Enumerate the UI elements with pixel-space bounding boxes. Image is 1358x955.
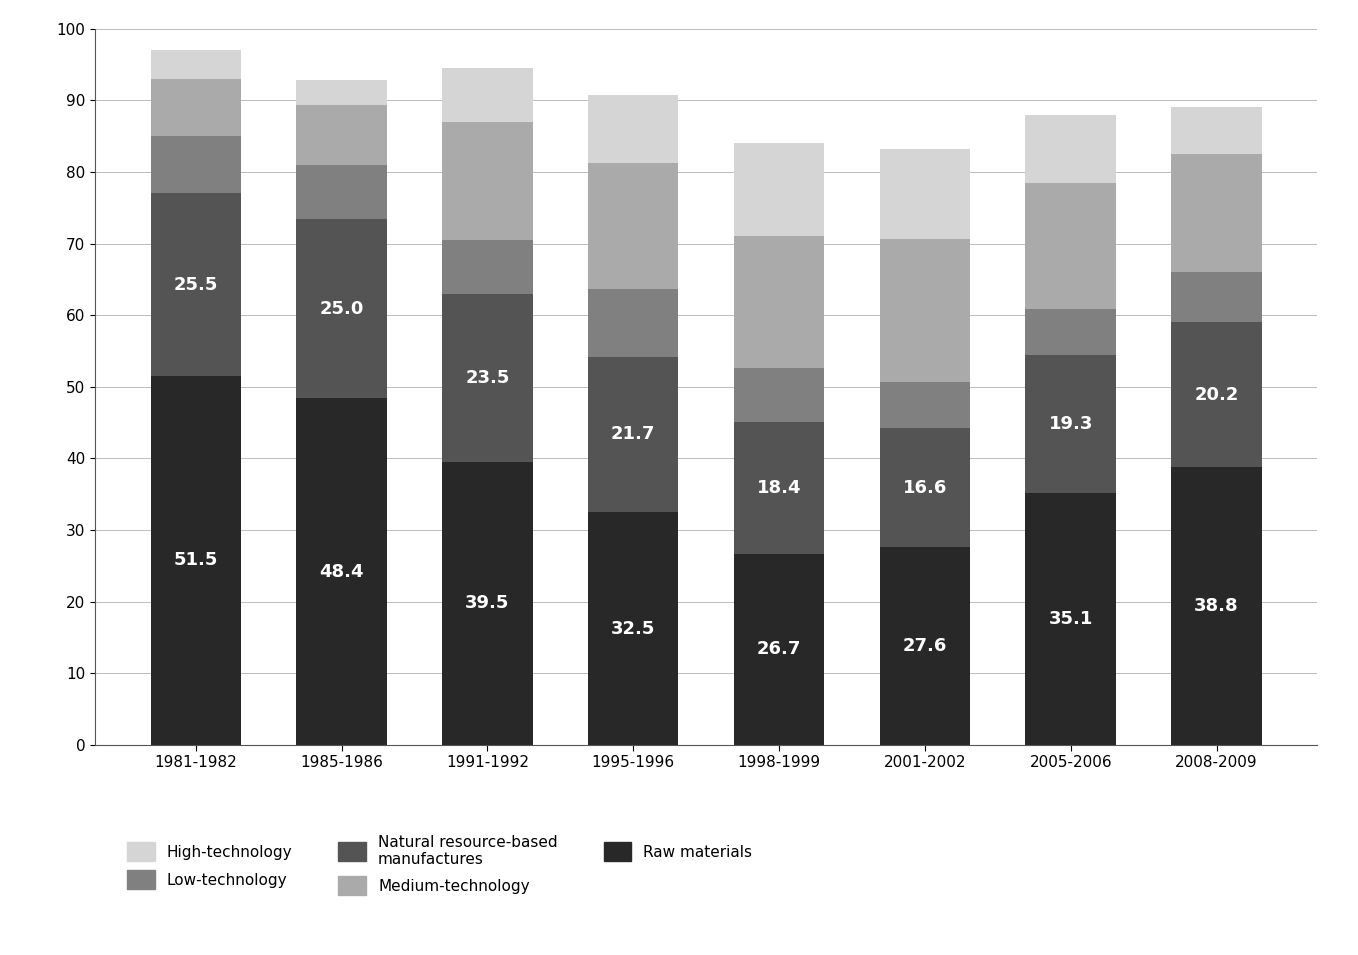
Bar: [1172, 323, 1262, 467]
Bar: [1025, 308, 1116, 355]
Text: 39.5: 39.5: [466, 594, 509, 612]
Bar: [733, 142, 824, 236]
Bar: [443, 462, 532, 745]
Bar: [151, 50, 240, 78]
Text: 18.4: 18.4: [756, 478, 801, 497]
Bar: [296, 165, 387, 219]
Bar: [151, 136, 240, 193]
Bar: [733, 236, 824, 368]
Bar: [1172, 272, 1262, 322]
Bar: [443, 122, 532, 240]
Text: 20.2: 20.2: [1194, 386, 1238, 404]
Text: 16.6: 16.6: [903, 478, 947, 497]
Bar: [296, 104, 387, 165]
Bar: [733, 422, 824, 554]
Bar: [588, 288, 679, 356]
Bar: [588, 356, 679, 512]
Bar: [880, 239, 970, 382]
Text: 26.7: 26.7: [756, 640, 801, 658]
Text: 32.5: 32.5: [611, 620, 656, 638]
Bar: [733, 369, 824, 422]
Bar: [296, 398, 387, 745]
Bar: [1025, 355, 1116, 494]
Bar: [1025, 183, 1116, 308]
Bar: [1025, 494, 1116, 745]
Bar: [151, 193, 240, 376]
Bar: [296, 79, 387, 104]
Bar: [443, 240, 532, 294]
Bar: [151, 79, 240, 136]
Bar: [151, 376, 240, 745]
Bar: [733, 554, 824, 745]
Text: 19.3: 19.3: [1048, 415, 1093, 434]
Bar: [588, 163, 679, 288]
Text: 23.5: 23.5: [466, 369, 509, 387]
Bar: [880, 547, 970, 745]
Bar: [1172, 154, 1262, 272]
Text: 51.5: 51.5: [174, 551, 219, 569]
Bar: [1172, 107, 1262, 154]
Text: 35.1: 35.1: [1048, 610, 1093, 628]
Text: 48.4: 48.4: [319, 562, 364, 581]
Legend: High-technology, Low-technology, Natural resource-based
manufactures, Medium-tec: High-technology, Low-technology, Natural…: [128, 835, 752, 895]
Bar: [1025, 116, 1116, 183]
Bar: [443, 294, 532, 462]
Text: 38.8: 38.8: [1194, 597, 1238, 615]
Bar: [588, 512, 679, 745]
Bar: [296, 219, 387, 398]
Bar: [880, 149, 970, 239]
Bar: [588, 96, 679, 163]
Bar: [1172, 467, 1262, 745]
Bar: [880, 428, 970, 547]
Text: 27.6: 27.6: [903, 637, 947, 655]
Bar: [443, 68, 532, 121]
Text: 25.0: 25.0: [319, 300, 364, 318]
Text: 21.7: 21.7: [611, 425, 656, 443]
Text: 25.5: 25.5: [174, 276, 219, 294]
Bar: [880, 382, 970, 428]
